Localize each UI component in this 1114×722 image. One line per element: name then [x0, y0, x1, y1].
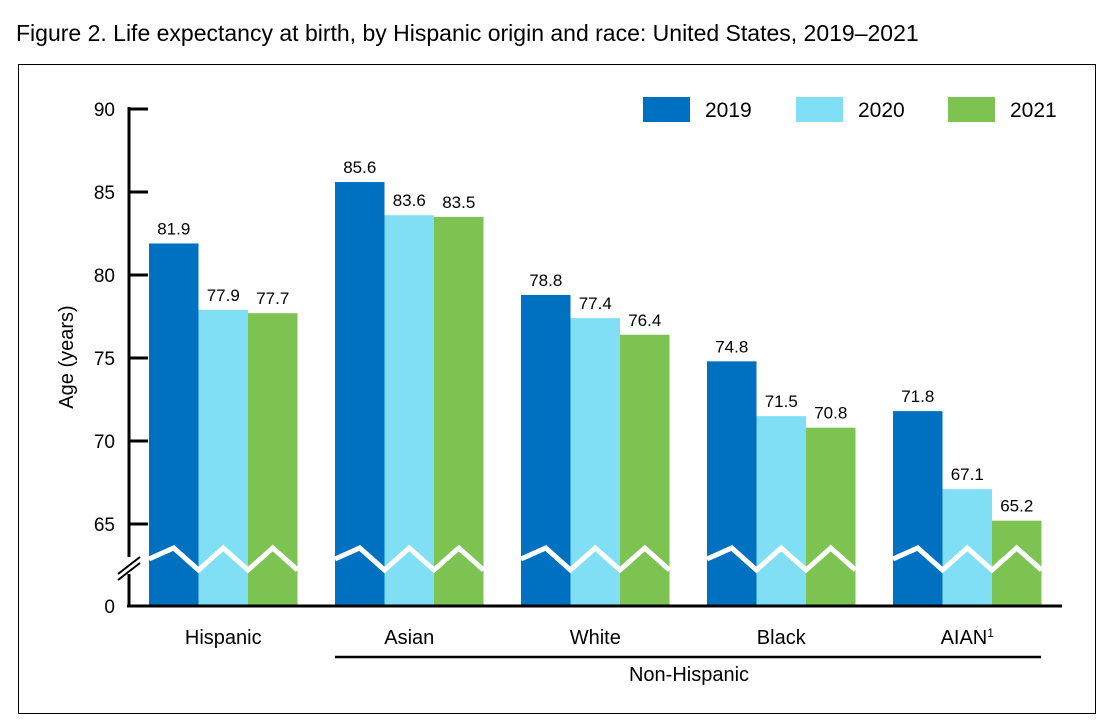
bar-white-2020 [570, 318, 620, 606]
bar-hispanic-2019 [149, 243, 199, 606]
footnote-marker: 1 [987, 626, 994, 640]
value-label-aian-2020: 67.1 [951, 465, 984, 484]
value-label-hispanic-2019: 81.9 [157, 219, 190, 238]
axis-break-zigzag-black [705, 544, 858, 574]
category-label-hispanic: Hispanic [185, 627, 262, 649]
group-label-non-hispanic: Non-Hispanic [629, 664, 749, 686]
legend-label-2021: 2021 [1010, 99, 1057, 122]
legend-label-2020: 2020 [858, 99, 905, 122]
value-label-aian-2019: 71.8 [901, 387, 934, 406]
value-label-white-2020: 77.4 [579, 294, 612, 313]
bar-black-2020 [756, 416, 806, 606]
bar-black-2019 [707, 361, 757, 606]
value-label-white-2019: 78.8 [529, 271, 562, 290]
y-tick-label-90: 90 [94, 100, 115, 121]
bar-asian-2019 [335, 182, 385, 606]
labels-layer: 81.9 77.9 77.7 85.6 83.6 83.5 78.8 77.4 76.4 74.8… [56, 100, 1033, 686]
legend-swatch-2019 [643, 97, 690, 122]
bar-black-2021 [806, 427, 856, 606]
axis-break-layer [147, 544, 1044, 574]
bar-hispanic-2021 [248, 313, 298, 606]
y-tick-label-80: 80 [94, 266, 115, 287]
y-tick-label-70: 70 [94, 432, 115, 453]
value-label-black-2020: 71.5 [765, 392, 798, 411]
y-tick-label-0: 0 [104, 597, 115, 618]
bar-aian-2019 [893, 411, 943, 606]
y-tick-label-85: 85 [94, 183, 115, 204]
category-label-aian: AIAN1 [941, 626, 995, 649]
value-label-asian-2019: 85.6 [343, 158, 376, 177]
value-label-black-2021: 70.8 [814, 404, 847, 423]
chart-frame: 81.9 77.9 77.7 85.6 83.6 83.5 78.8 77.4 76.4 74.8… [18, 64, 1096, 714]
category-label-asian: Asian [384, 627, 434, 649]
axis-break-zigzag-aian [891, 544, 1044, 574]
y-axis-break-mark [117, 562, 141, 581]
value-label-asian-2021: 83.5 [442, 193, 475, 212]
bar-white-2019 [521, 294, 571, 606]
value-label-hispanic-2021: 77.7 [256, 289, 289, 308]
bars-layer [149, 182, 1042, 607]
y-axis-title: Age (years) [56, 305, 78, 408]
axis-break-zigzag-asian [333, 544, 486, 574]
axis-break-zigzag-hispanic [147, 544, 300, 574]
bar-asian-2020 [384, 215, 434, 607]
category-label-black: Black [757, 627, 807, 649]
y-tick-label-65: 65 [94, 515, 115, 536]
y-axis-break-mark [117, 556, 141, 575]
axis-break-zigzag-white [519, 544, 672, 574]
y-tick-label-75: 75 [94, 349, 115, 370]
legend-label-2019: 2019 [705, 99, 752, 122]
bar-hispanic-2020 [198, 309, 248, 606]
bar-asian-2021 [434, 216, 484, 606]
figure-title: Figure 2. Life expectancy at birth, by H… [16, 20, 919, 46]
value-label-hispanic-2020: 77.9 [207, 286, 240, 305]
axes-layer [117, 107, 1062, 659]
value-label-white-2021: 76.4 [628, 311, 661, 330]
legend-swatch-2020 [796, 97, 843, 122]
value-label-aian-2021: 65.2 [1000, 497, 1033, 516]
bar-chart: 81.9 77.9 77.7 85.6 83.6 83.5 78.8 77.4 76.4 74.8… [56, 97, 1062, 686]
value-label-asian-2020: 83.6 [393, 191, 426, 210]
category-label-white: White [570, 627, 621, 649]
legend-swatch-2021 [948, 97, 995, 122]
value-label-black-2019: 74.8 [715, 337, 748, 356]
legend: 2019 2020 2021 [643, 97, 1057, 122]
